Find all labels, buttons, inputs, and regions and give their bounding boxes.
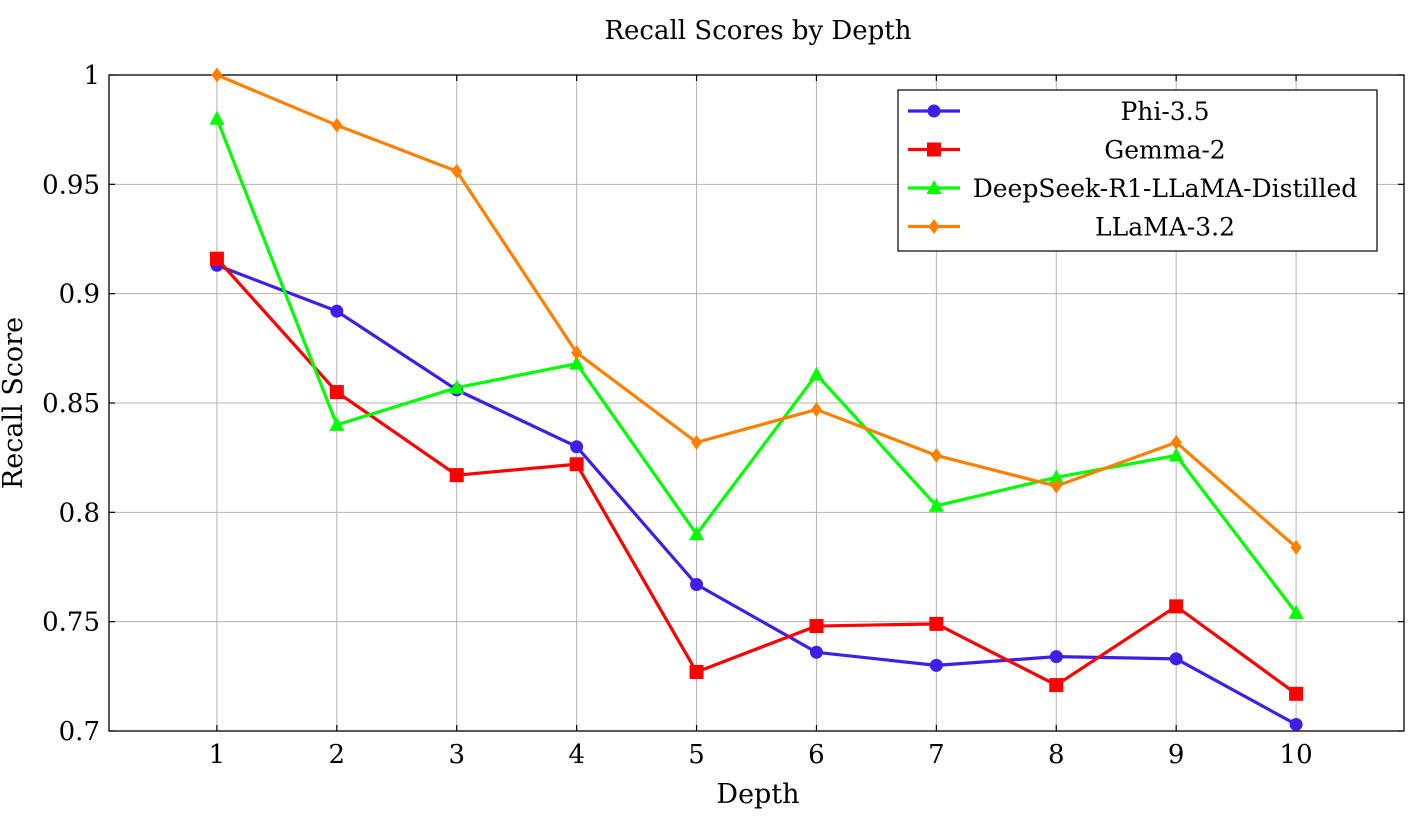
x-tick-label: 5 xyxy=(688,740,705,770)
x-tick-label: 2 xyxy=(329,740,346,770)
x-tick-label: 7 xyxy=(928,740,945,770)
data-point-llama-3-2 xyxy=(930,447,942,463)
data-point-llama-3-2 xyxy=(331,117,343,133)
series-deepseek-r1-llama-distilled xyxy=(209,110,1304,619)
data-point-gemma-2 xyxy=(809,619,824,634)
legend-marker-llama-3-2 xyxy=(928,219,940,234)
data-point-phi-3-5 xyxy=(809,645,823,659)
data-point-llama-3-2 xyxy=(1050,478,1062,494)
series-line-llama-3-2 xyxy=(216,73,1298,549)
series-phi-3-5 xyxy=(210,258,1303,731)
series-line-phi-3-5 xyxy=(216,263,1297,726)
legend-label-deepseek-r1-llama-distilled: DeepSeek-R1-LLaMA-Distilled xyxy=(973,174,1358,203)
data-point-llama-3-2 xyxy=(451,163,463,179)
x-tick-label: 4 xyxy=(568,740,585,770)
x-tick-label: 9 xyxy=(1168,740,1185,770)
y-tick-label: 0.85 xyxy=(42,389,100,419)
x-tick-label: 10 xyxy=(1280,740,1313,770)
data-point-llama-3-2 xyxy=(1170,434,1182,450)
legend-label-gemma-2: Gemma-2 xyxy=(1104,136,1225,165)
x-tick-label: 3 xyxy=(448,740,465,770)
data-point-deepseek-r1-llama-distilled xyxy=(1288,604,1304,619)
data-point-gemma-2 xyxy=(689,664,704,679)
plot-frame xyxy=(108,74,1405,732)
legend-marker-deepseek-r1-llama-distilled xyxy=(926,180,942,194)
data-point-phi-3-5 xyxy=(1049,650,1063,664)
legend-label-phi-3-5: Phi-3.5 xyxy=(1120,97,1209,126)
data-point-deepseek-r1-llama-distilled xyxy=(449,379,465,394)
y-tick-label: 0.95 xyxy=(42,170,100,200)
x-axis-label: Depth xyxy=(716,779,799,810)
data-point-llama-3-2 xyxy=(1290,539,1302,555)
legend-marker-phi-3-5 xyxy=(927,104,941,118)
y-tick-label: 0.7 xyxy=(59,717,100,747)
data-point-gemma-2 xyxy=(1289,686,1304,701)
data-point-llama-3-2 xyxy=(571,345,583,361)
data-point-deepseek-r1-llama-distilled xyxy=(209,110,225,125)
data-point-deepseek-r1-llama-distilled xyxy=(1048,469,1064,484)
legend-marker-gemma-2 xyxy=(927,142,941,157)
x-tick-label: 6 xyxy=(808,740,825,770)
y-tick-label: 0.75 xyxy=(42,608,100,638)
data-point-deepseek-r1-llama-distilled xyxy=(1168,447,1184,462)
data-point-phi-3-5 xyxy=(1169,652,1183,666)
data-point-phi-3-5 xyxy=(929,658,943,672)
data-point-deepseek-r1-llama-distilled xyxy=(689,526,705,541)
data-point-gemma-2 xyxy=(1169,599,1184,614)
y-tick-label: 0.8 xyxy=(59,498,100,528)
data-point-gemma-2 xyxy=(209,251,224,266)
data-point-gemma-2 xyxy=(329,385,344,400)
series-line-gemma-2 xyxy=(215,257,1298,696)
data-point-phi-3-5 xyxy=(570,440,584,454)
series-gemma-2 xyxy=(209,251,1304,701)
data-series xyxy=(209,67,1304,731)
y-tick-label: 1 xyxy=(83,61,100,91)
data-point-phi-3-5 xyxy=(690,577,704,591)
series-llama-3-2 xyxy=(211,67,1302,555)
data-point-llama-3-2 xyxy=(211,67,223,83)
data-point-llama-3-2 xyxy=(810,402,822,418)
y-axis-label: Recall Score xyxy=(0,317,29,489)
legend-box xyxy=(897,89,1378,252)
data-point-deepseek-r1-llama-distilled xyxy=(329,416,345,431)
y-tick-label: 0.9 xyxy=(59,280,100,310)
axes: 1 2 3 4 5 6 7 8 9 10 0.7 0.75 0.8 0.85 0.9 0.95 1 xyxy=(42,61,1405,770)
data-point-gemma-2 xyxy=(449,468,464,483)
data-point-phi-3-5 xyxy=(1289,717,1303,731)
data-point-deepseek-r1-llama-distilled xyxy=(808,366,824,381)
data-point-deepseek-r1-llama-distilled xyxy=(928,497,944,512)
legend: Phi-3.5 Gemma-2 DeepSeek-R1-LLaMA-Distille… xyxy=(897,89,1378,252)
data-point-gemma-2 xyxy=(1049,678,1064,693)
data-point-gemma-2 xyxy=(569,457,584,472)
x-tick-label: 8 xyxy=(1048,740,1065,770)
data-point-deepseek-r1-llama-distilled xyxy=(569,355,585,370)
chart-title: Recall Scores by Depth xyxy=(604,16,911,46)
legend-label-llama-3-2: LLaMA-3.2 xyxy=(1095,213,1235,242)
x-tick-label: 1 xyxy=(209,740,226,770)
data-point-llama-3-2 xyxy=(691,434,703,450)
data-point-gemma-2 xyxy=(929,616,944,631)
data-point-phi-3-5 xyxy=(330,304,344,318)
series-line-deepseek-r1-llama-distilled xyxy=(215,118,1298,614)
